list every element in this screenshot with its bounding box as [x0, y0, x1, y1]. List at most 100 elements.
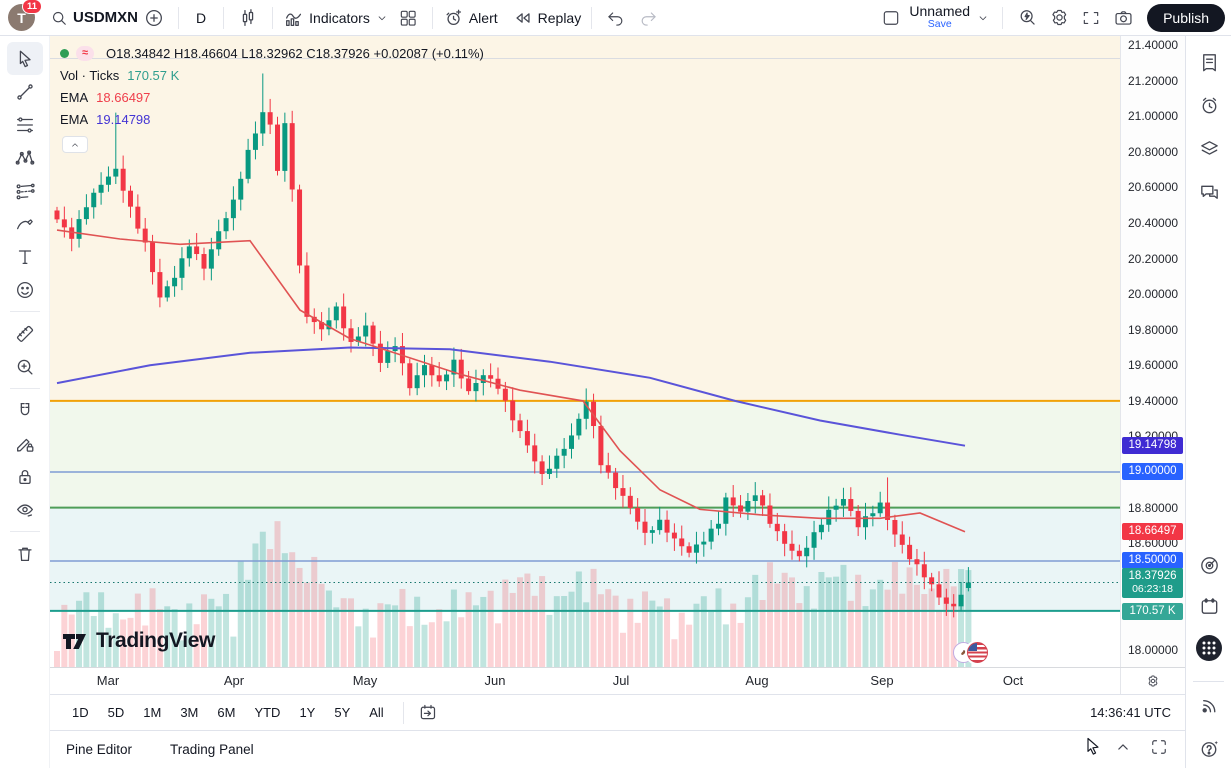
x-axis-label: Jul — [612, 673, 630, 688]
legend-collapse-button[interactable] — [62, 136, 88, 153]
alert-label: Alert — [468, 9, 498, 26]
drawing-toolbar — [0, 36, 50, 768]
price-tick: 20.00000 — [1128, 287, 1179, 302]
watchlist-icon[interactable] — [1193, 48, 1225, 76]
indicators-icon — [281, 4, 307, 32]
price-scale-settings-icon[interactable] — [1145, 673, 1161, 689]
series-legend-row[interactable]: ≈ O18.34842 H18.46604 L18.32962 C18.3792… — [60, 42, 484, 64]
interval-button[interactable]: D — [196, 9, 207, 26]
ema-fast-value: 18.66497 — [96, 89, 151, 105]
lock-all-drawings-tool[interactable] — [7, 460, 43, 493]
go-to-date-icon[interactable] — [412, 699, 444, 727]
undo-icon[interactable] — [600, 4, 632, 32]
chart-type-icon[interactable] — [232, 4, 264, 32]
fullscreen-icon[interactable] — [1075, 4, 1107, 32]
hide-drawings-tool[interactable] — [7, 493, 43, 526]
chart-column: ≈ O18.34842 H18.46604 L18.32962 C18.3792… — [50, 36, 1185, 768]
range-button-1M[interactable]: 1M — [143, 705, 162, 720]
ema-slow-legend-row[interactable]: EMA 19.14798 — [60, 108, 484, 130]
settings-gear-icon[interactable] — [1043, 4, 1075, 32]
text-tool[interactable] — [7, 240, 43, 273]
x-axis-label: May — [352, 673, 378, 688]
user-avatar[interactable]: T 11 — [8, 0, 42, 31]
x-axis-label: Sep — [870, 673, 894, 688]
range-button-1D[interactable]: 1D — [72, 705, 89, 720]
tab-pine-editor[interactable]: Pine Editor — [66, 742, 133, 757]
panel-maximize-icon[interactable] — [1149, 737, 1169, 757]
range-button-1Y[interactable]: 1Y — [299, 705, 316, 720]
alert-clock-icon — [441, 4, 467, 32]
multichart-layout-icon[interactable] — [392, 4, 424, 32]
indicators-button[interactable]: Indicators — [281, 4, 392, 32]
tab-trading-panel[interactable]: Trading Panel — [170, 742, 254, 757]
approx-data-badge: ≈ — [76, 45, 95, 61]
screener-gauge-icon[interactable] — [1193, 551, 1225, 579]
layout-name-button[interactable]: Unnamed Save — [909, 2, 971, 31]
price-tick: 21.00000 — [1128, 109, 1179, 124]
utc-clock[interactable]: 14:36:41 UTC — [1090, 705, 1171, 720]
range-button-3M[interactable]: 3M — [180, 705, 199, 720]
cursor-tool[interactable] — [6, 42, 43, 75]
pane-separator — [50, 58, 1120, 59]
object-tree-layers-icon[interactable] — [1193, 134, 1225, 162]
range-button-YTD[interactable]: YTD — [254, 705, 281, 720]
projection-tool[interactable] — [7, 174, 43, 207]
camera-snapshot-icon[interactable] — [1107, 4, 1139, 32]
range-button-5D[interactable]: 5D — [107, 705, 125, 720]
candlestick-chart[interactable] — [50, 36, 1120, 667]
price-tick: 20.80000 — [1128, 144, 1179, 159]
ema-fast-legend-row[interactable]: EMA 18.66497 — [60, 86, 484, 108]
ohlc-values: O18.34842 H18.46604 L18.32962 C18.37926 … — [106, 45, 484, 61]
divider — [9, 388, 40, 389]
economic-calendar-icon[interactable] — [1193, 592, 1225, 620]
ema-label: EMA — [60, 89, 89, 105]
measure-ruler-tool[interactable] — [7, 317, 43, 350]
xabcd-pattern-tool[interactable] — [7, 141, 43, 174]
price-tick: 19.60000 — [1128, 358, 1179, 373]
time-axis[interactable]: Mar Apr May Jun Jul Aug Sep Oct — [50, 667, 1185, 694]
divider — [1002, 6, 1004, 29]
streams-broadcast-icon[interactable] — [1193, 691, 1225, 719]
alert-button[interactable]: Alert — [441, 4, 500, 32]
top-toolbar: T 11 USDMXN D Indicators — [0, 0, 1231, 36]
help-icon[interactable] — [1193, 734, 1225, 762]
layout-square-icon[interactable] — [875, 4, 907, 32]
replay-button[interactable]: Replay — [510, 4, 584, 32]
chat-icon[interactable] — [1193, 178, 1225, 206]
fib-retracement-tool[interactable] — [7, 108, 43, 141]
redo-icon[interactable] — [632, 4, 664, 32]
range-button-6M[interactable]: 6M — [217, 705, 236, 720]
trend-line-tool[interactable] — [7, 75, 43, 108]
symbol-name: USDMXN — [73, 9, 139, 26]
drawing-mode-lock-tool[interactable] — [7, 427, 43, 460]
volume-legend-row[interactable]: Vol · Ticks 170.57 K — [60, 64, 484, 86]
price-label: 170.57 K — [1122, 602, 1183, 620]
chart-pane[interactable]: ≈ O18.34842 H18.46604 L18.32962 C18.3792… — [50, 36, 1120, 667]
emoji-tool[interactable] — [7, 273, 43, 306]
magnet-mode-tool[interactable] — [7, 394, 43, 427]
divider — [9, 531, 40, 532]
chevron-down-icon[interactable] — [972, 4, 994, 32]
range-button-All[interactable]: All — [369, 705, 384, 720]
publish-button[interactable]: Publish — [1147, 3, 1225, 32]
tradingview-logo-icon — [63, 634, 86, 649]
ema-slow-value: 19.14798 — [96, 111, 151, 127]
price-tick: 20.60000 — [1128, 180, 1179, 195]
layout-title: Unnamed — [909, 2, 971, 19]
apps-menu-icon[interactable] — [1193, 634, 1225, 662]
range-button-5Y[interactable]: 5Y — [334, 705, 351, 720]
zoom-in-tool[interactable] — [7, 350, 43, 383]
usd-flag-logo — [967, 642, 988, 663]
tradingview-watermark[interactable]: TradingView — [62, 629, 215, 653]
price-tick: 19.40000 — [1128, 393, 1179, 408]
alerts-clock-icon[interactable] — [1193, 91, 1225, 119]
panel-expand-chevron-icon[interactable] — [1113, 737, 1133, 757]
symbol-search[interactable]: USDMXN — [47, 4, 138, 32]
compare-add-icon[interactable] — [138, 4, 170, 32]
divider — [272, 6, 274, 29]
quick-search-icon[interactable] — [1011, 4, 1043, 32]
price-axis[interactable]: 21.40000 21.20000 21.00000 20.80000 20.60000… — [1120, 36, 1185, 667]
mouse-cursor — [1083, 735, 1103, 760]
remove-drawings-trash-tool[interactable] — [7, 537, 43, 570]
brush-tool[interactable] — [7, 207, 43, 240]
